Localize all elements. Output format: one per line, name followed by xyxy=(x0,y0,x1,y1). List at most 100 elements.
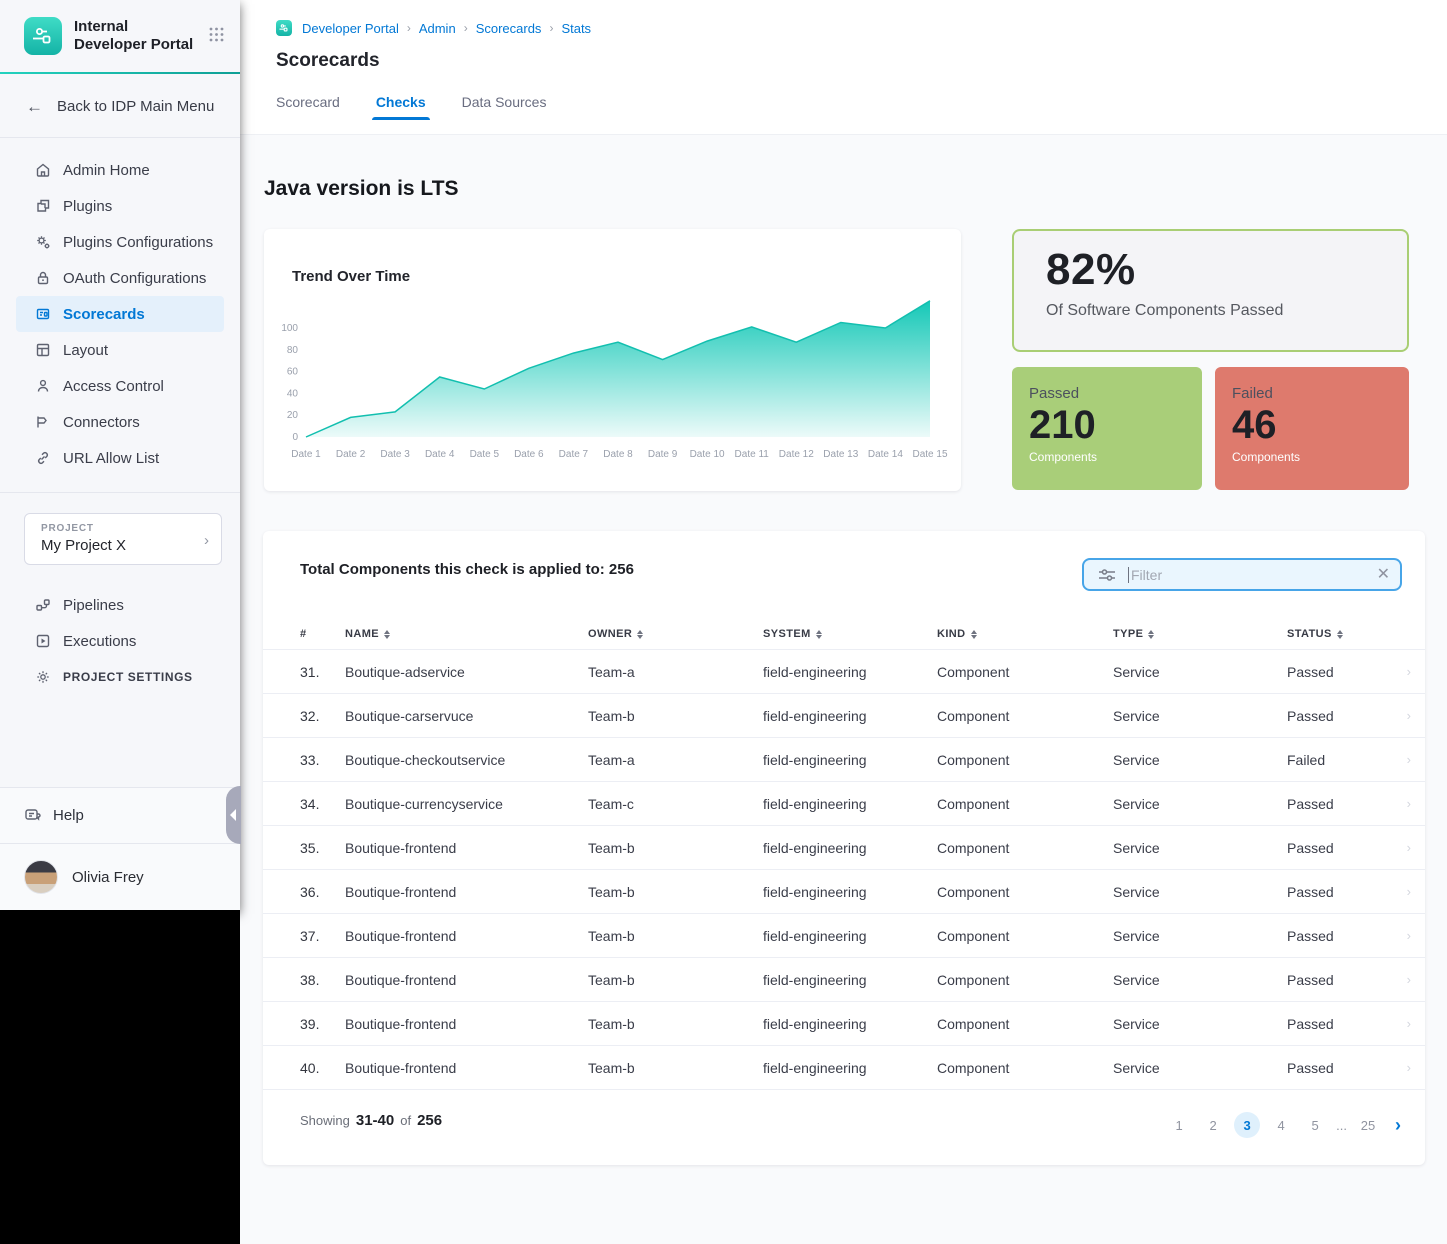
brand-divider xyxy=(0,72,240,74)
sidebar: Internal Developer Portal ← Back to IDP … xyxy=(0,0,241,910)
cell-kind: Component xyxy=(937,971,1010,988)
table-row[interactable]: 31. Boutique-adservice Team-a field-enginee… xyxy=(263,649,1425,693)
cell-owner: Team-b xyxy=(588,1059,635,1076)
sidebar-item-oauth-configurations[interactable]: OAuth Configurations xyxy=(16,260,224,296)
sidebar-item-connectors[interactable]: Connectors xyxy=(16,404,224,440)
table-row[interactable]: 32. Boutique-carservuce Team-b field-engine… xyxy=(263,693,1425,737)
sidebar-item-pipelines[interactable]: Pipelines xyxy=(16,587,224,623)
cell-num: 39. xyxy=(300,1015,320,1032)
table-row[interactable]: 33. Boutique-checkoutservice Team-a field-e… xyxy=(263,737,1425,781)
table-row[interactable]: 39. Boutique-frontend Team-b field-engineer… xyxy=(263,1001,1425,1045)
cell-status: Passed xyxy=(1287,927,1334,944)
scorecard-icon xyxy=(34,306,51,323)
table-row[interactable]: 34. Boutique-currencyservice Team-c field-e… xyxy=(263,781,1425,825)
page-5[interactable]: 5 xyxy=(1311,1117,1319,1133)
cell-name: Boutique-carservuce xyxy=(345,707,474,724)
sort-icon[interactable] xyxy=(970,629,977,639)
column-header-status[interactable]: STATUS xyxy=(1287,628,1392,640)
sidebar-item-access-control[interactable]: Access Control xyxy=(16,368,224,404)
breadcrumb-link[interactable]: Admin xyxy=(418,20,456,36)
sort-down-arrow xyxy=(1336,634,1343,639)
table-footer: Showing 31-40 of 256 1 2 3 4 5... 25 › xyxy=(263,1089,1425,1165)
table-row[interactable]: 37. Boutique-frontend Team-b field-engineer… xyxy=(263,913,1425,957)
plugin-icon xyxy=(34,198,51,215)
app-switcher-icon[interactable] xyxy=(209,25,224,47)
tab-data-sources[interactable]: Data Sources xyxy=(461,94,547,110)
sort-down-arrow xyxy=(815,634,822,639)
cell-num: 38. xyxy=(300,971,320,988)
cell-type: Service xyxy=(1113,751,1160,768)
sort-icon[interactable] xyxy=(1336,629,1343,639)
filter-sliders-icon[interactable] xyxy=(1098,567,1116,583)
cell-system: field-engineering xyxy=(763,751,867,768)
cell-type: Service xyxy=(1113,663,1160,680)
sort-icon[interactable] xyxy=(1148,629,1155,639)
column-header-num[interactable]: # xyxy=(300,628,307,640)
sidebar-item-plugins-configurations[interactable]: Plugins Configurations xyxy=(16,224,224,260)
column-header-owner[interactable]: OWNER xyxy=(588,628,763,640)
sidebar-item-label: Admin Home xyxy=(63,161,150,179)
column-header-name[interactable]: NAME xyxy=(345,628,588,640)
filter-input[interactable] xyxy=(1129,566,1377,583)
page-1[interactable]: 1 xyxy=(1175,1117,1183,1133)
text-cursor xyxy=(1128,566,1129,583)
sidebar-collapse-handle[interactable] xyxy=(226,786,241,844)
chevron-right-icon: › xyxy=(204,532,209,549)
sidebar-item-plugins[interactable]: Plugins xyxy=(16,188,224,224)
sidebar-item-project-settings[interactable]: PROJECT SETTINGS xyxy=(16,659,224,695)
column-header-system[interactable]: SYSTEM xyxy=(763,628,937,640)
sort-down-arrow xyxy=(637,634,644,639)
cell-num: 40. xyxy=(300,1059,320,1076)
cell-kind: Component xyxy=(937,839,1010,856)
page-2[interactable]: 2 xyxy=(1209,1117,1217,1133)
table-row[interactable]: 35. Boutique-frontend Team-b field-engineer… xyxy=(263,825,1425,869)
page-4[interactable]: 4 xyxy=(1277,1117,1285,1133)
breadcrumb-link[interactable]: Developer Portal xyxy=(302,20,399,36)
sidebar-item-admin-home[interactable]: Admin Home xyxy=(16,152,224,188)
next-page-icon[interactable]: › xyxy=(1395,1114,1401,1135)
help-item[interactable]: Help xyxy=(0,788,240,844)
sidebar-item-layout[interactable]: Layout xyxy=(16,332,224,368)
cell-status: Passed xyxy=(1287,795,1334,812)
trend-chart-card: Trend Over Time 0 20 40 60 80 100 Date 1 Date … xyxy=(264,229,961,491)
sidebar-item-label: Access Control xyxy=(63,377,164,395)
table-row[interactable]: 38. Boutique-frontend Team-b field-engineer… xyxy=(263,957,1425,1001)
chevron-right-icon: › xyxy=(1406,1060,1411,1075)
back-label: Back to IDP Main Menu xyxy=(57,98,215,115)
tab-checks[interactable]: Checks xyxy=(371,94,430,120)
sidebar-item-label: Pipelines xyxy=(63,596,124,614)
sort-icon[interactable] xyxy=(637,629,644,639)
sort-up-arrow xyxy=(637,629,644,634)
tab-scorecard[interactable]: Scorecard xyxy=(276,94,340,110)
sort-icon[interactable] xyxy=(384,629,390,639)
page-3[interactable]: 3 xyxy=(1234,1112,1261,1138)
x-axis-tick: Date 8 xyxy=(603,449,633,460)
sidebar-item-executions[interactable]: Executions xyxy=(16,623,224,659)
cell-type: Service xyxy=(1113,971,1160,988)
breadcrumb-link[interactable]: Scorecards xyxy=(475,20,542,36)
project-selector[interactable]: PROJECT My Project X › xyxy=(24,513,222,565)
chevron-left-icon xyxy=(229,809,236,821)
sidebar-footer: Help Olivia Frey xyxy=(0,787,240,910)
x-axis-tick: Date 10 xyxy=(690,449,725,460)
cell-system: field-engineering xyxy=(763,927,867,944)
execution-icon xyxy=(34,633,51,650)
table-row[interactable]: 40. Boutique-frontend Team-b field-engineer… xyxy=(263,1045,1425,1089)
breadcrumb-link[interactable]: Stats xyxy=(561,20,592,36)
breadcrumb: Developer Portal › Admin › Scorecards › Stats xyxy=(276,20,1447,36)
column-header-kind[interactable]: KIND xyxy=(937,628,1113,640)
table-row[interactable]: 36. Boutique-frontend Team-b field-engineer… xyxy=(263,869,1425,913)
column-header-type[interactable]: TYPE xyxy=(1113,628,1287,640)
sidebar-item-url-allow-list[interactable]: URL Allow List xyxy=(16,440,224,476)
sidebar-item-label: URL Allow List xyxy=(63,449,160,467)
cell-name: Boutique-frontend xyxy=(345,971,457,988)
sort-icon[interactable] xyxy=(815,629,822,639)
user-menu[interactable]: Olivia Frey xyxy=(0,844,240,910)
clear-filter-icon[interactable]: ✕ xyxy=(1376,565,1390,583)
back-to-main-menu[interactable]: ← Back to IDP Main Menu xyxy=(0,74,240,138)
y-axis-tick: 40 xyxy=(287,388,299,399)
sidebar-item-scorecards[interactable]: Scorecards xyxy=(16,296,224,332)
of-label: of xyxy=(400,1113,412,1128)
cell-name: Boutique-currencyservice xyxy=(345,795,503,812)
page-25[interactable]: 25 xyxy=(1360,1117,1376,1133)
